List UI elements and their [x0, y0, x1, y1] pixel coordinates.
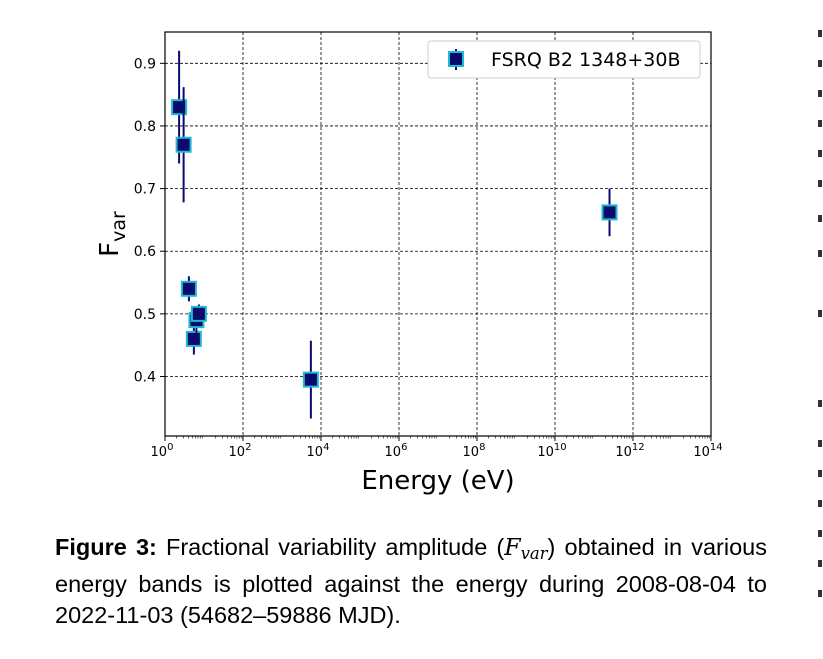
square-marker	[190, 305, 207, 322]
x-tick-label: 108	[463, 442, 486, 460]
legend-box	[427, 40, 701, 79]
legend-label: FSRQ B2 1348+30B	[491, 49, 681, 71]
caption-label: Figure 3:	[55, 534, 157, 560]
grid-lines	[164, 32, 712, 436]
adjacent-column-text-fragment	[818, 20, 823, 650]
y-tick-label: 0.7	[134, 182, 156, 198]
x-tick-label: 1012	[615, 442, 644, 460]
y-tick-label: 0.8	[134, 119, 156, 135]
square-marker	[601, 204, 618, 221]
x-tick-label: 1014	[693, 442, 722, 460]
chart: 100 102 104 106 108 1010 1012 1014 0.4 0.5 0.6 0.7 0…	[95, 31, 723, 496]
y-tick-label: 0.9	[134, 56, 156, 72]
data-point	[180, 276, 197, 302]
x-axis-label: Energy (eV)	[361, 466, 514, 496]
figure-caption: Figure 3: Fractional variability amplitu…	[55, 532, 767, 631]
data-point	[175, 87, 192, 203]
plot-frame	[164, 31, 712, 437]
square-marker	[175, 136, 192, 153]
data-point	[190, 304, 207, 324]
legend-marker	[448, 51, 464, 67]
square-marker	[180, 280, 197, 297]
x-tick-label: 102	[229, 442, 252, 460]
x-tick-label: 100	[151, 442, 174, 460]
y-tick-label: 0.6	[134, 244, 156, 260]
y-tick-label: 0.4	[134, 369, 156, 385]
data-point	[185, 323, 202, 355]
caption-text-after: ) obtained in various energy bands is pl…	[55, 534, 767, 629]
data-point	[302, 340, 319, 419]
axis-ticks: 100 102 104 106 108 1010 1012 1014 0.4 0.5 0.6 0.7 0…	[134, 56, 723, 460]
x-tick-label: 1010	[537, 442, 566, 460]
data-points	[171, 50, 618, 419]
square-marker	[302, 371, 319, 388]
square-marker	[171, 99, 188, 116]
y-axis-label: Fvar	[95, 211, 130, 257]
caption-text-before: Fractional variability amplitude (	[156, 534, 505, 560]
x-tick-label: 104	[307, 442, 330, 460]
x-tick-label: 106	[385, 442, 408, 460]
data-point	[601, 188, 618, 237]
caption-math: Fvar	[504, 533, 548, 564]
square-marker	[185, 330, 202, 347]
y-tick-label: 0.5	[134, 307, 156, 323]
legend: FSRQ B2 1348+30B	[427, 40, 701, 79]
